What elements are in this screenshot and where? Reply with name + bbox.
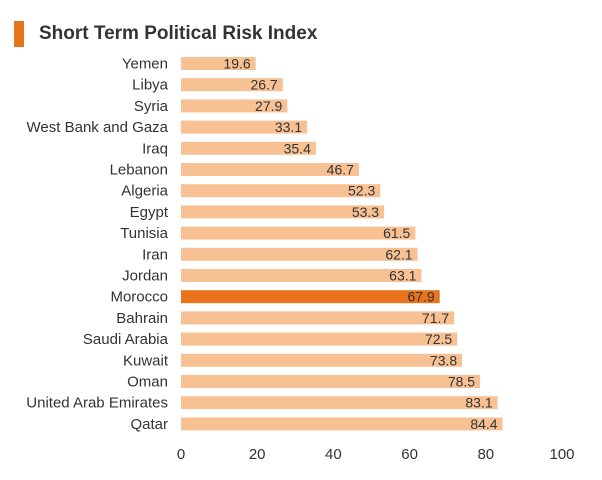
bar-syria [181, 99, 288, 113]
bar-kuwait [181, 353, 463, 367]
value-label-oman: 78.5 [448, 374, 475, 390]
value-label-egypt: 53.3 [352, 204, 379, 220]
value-label-lebanon: 46.7 [327, 162, 354, 178]
category-label-tunisia: Tunisia [120, 225, 168, 242]
bar-lebanon [181, 163, 359, 176]
value-label-iran: 62.1 [385, 246, 412, 262]
bar-saudi-arabia [181, 332, 458, 346]
category-label-qatar: Qatar [130, 416, 168, 433]
category-label-iraq: Iraq [142, 140, 168, 157]
x-tick-label-80: 80 [477, 446, 494, 463]
value-label-syria: 27.9 [255, 98, 282, 114]
category-label-syria: Syria [134, 98, 169, 115]
category-label-kuwait: Kuwait [123, 352, 169, 369]
value-label-libya: 26.7 [250, 77, 277, 93]
x-tick-label-20: 20 [249, 446, 266, 463]
category-label-yemen: Yemen [122, 56, 168, 73]
value-label-qatar: 84.4 [470, 416, 497, 432]
bar-tunisia [181, 226, 416, 240]
x-tick-label-0: 0 [177, 446, 185, 463]
value-label-saudi-arabia: 72.5 [425, 331, 452, 347]
category-label-egypt: Egypt [130, 204, 169, 221]
value-label-yemen: 19.6 [223, 56, 250, 72]
category-label-jordan: Jordan [122, 268, 168, 285]
category-label-bahrain: Bahrain [116, 310, 168, 327]
bar-united-arab-emirates [181, 396, 498, 410]
bar-yemen [181, 57, 256, 70]
category-label-lebanon: Lebanon [110, 162, 168, 179]
bar-morocco [181, 290, 440, 304]
value-label-west-bank-and-gaza: 33.1 [275, 119, 302, 135]
bar-iran [181, 247, 418, 261]
chart-title: Short Term Political Risk Index [39, 23, 318, 44]
bar-qatar [181, 417, 503, 431]
bar-bahrain [181, 311, 455, 325]
bar-egypt [181, 205, 385, 219]
category-label-iran: Iran [142, 246, 168, 263]
value-label-kuwait: 73.8 [430, 352, 457, 368]
bar-oman [181, 375, 481, 388]
category-label-algeria: Algeria [121, 183, 168, 200]
bar-libya [181, 78, 283, 92]
value-label-iraq: 35.4 [284, 140, 311, 156]
title-accent-bar [14, 21, 24, 47]
value-label-bahrain: 71.7 [422, 310, 449, 326]
value-label-algeria: 52.3 [348, 183, 375, 199]
bar-jordan [181, 269, 422, 282]
category-label-morocco: Morocco [110, 289, 168, 306]
bar-algeria [181, 184, 381, 198]
category-label-oman: Oman [127, 374, 168, 391]
value-label-united-arab-emirates: 83.1 [465, 395, 492, 411]
x-tick-label-40: 40 [325, 446, 342, 463]
bar-west-bank-and-gaza [181, 120, 308, 134]
category-label-united-arab-emirates: United Arab Emirates [26, 395, 168, 412]
value-label-morocco: 67.9 [407, 289, 434, 305]
x-tick-label-60: 60 [401, 446, 418, 463]
category-label-libya: Libya [132, 77, 169, 94]
bar-iraq [181, 141, 316, 155]
x-tick-label-100: 100 [549, 446, 574, 463]
value-label-jordan: 63.1 [389, 268, 416, 284]
category-label-saudi-arabia: Saudi Arabia [83, 331, 169, 348]
value-label-tunisia: 61.5 [383, 225, 410, 241]
category-label-west-bank-and-gaza: West Bank and Gaza [27, 119, 169, 136]
